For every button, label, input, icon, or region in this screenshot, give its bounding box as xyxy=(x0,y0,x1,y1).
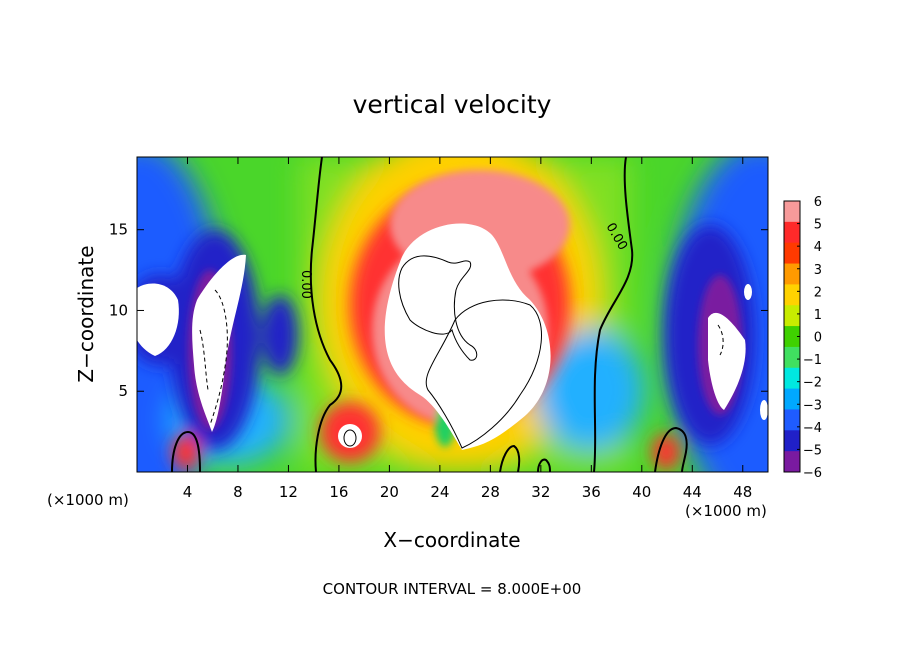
zero-contour-left xyxy=(309,157,343,472)
zero-contour-right xyxy=(593,157,634,472)
colorbar-label: −1 xyxy=(803,353,822,368)
x-tick-label: 36 xyxy=(582,483,601,501)
contour-label-left: 0.00 xyxy=(298,270,313,299)
y-tick-label: 10 xyxy=(109,301,128,319)
colorbar-swatch xyxy=(784,326,800,348)
colorbar-swatch xyxy=(784,388,800,410)
y-axis-label: Z−coordinate xyxy=(74,245,98,382)
contour-low-left xyxy=(171,430,201,472)
colorbar-label: 3 xyxy=(814,263,822,278)
colorbar-swatch xyxy=(784,346,800,369)
colorbar-swatch xyxy=(784,367,800,390)
colorbar-label: 6 xyxy=(814,195,822,210)
x-tick-label: 16 xyxy=(329,483,348,501)
downdraft-core-right xyxy=(708,312,746,410)
colorbar-swatch xyxy=(784,305,800,327)
contour-low-mid xyxy=(499,444,521,472)
y-tick-label: 5 xyxy=(118,382,128,400)
colorbar-label: 0 xyxy=(814,331,822,346)
x-axis-unit-right: (×1000 m) xyxy=(685,502,767,520)
colorbar-swatch xyxy=(784,430,800,452)
updraft-spot xyxy=(338,424,362,448)
contour-downdraft-left-b xyxy=(199,329,209,391)
colorbar-swatch xyxy=(784,263,800,285)
contour-low-right xyxy=(654,426,688,472)
x-tick-label: 4 xyxy=(183,483,193,501)
colorbar-swatch xyxy=(784,201,800,223)
colorbar-swatch xyxy=(784,221,800,244)
plot-frame xyxy=(136,156,769,473)
x-tick-label: 48 xyxy=(733,483,752,501)
x-tick-label: 24 xyxy=(430,483,449,501)
colorbar-swatch xyxy=(784,284,800,306)
colorbar-swatch xyxy=(784,409,800,431)
colorbar-label: −6 xyxy=(803,466,822,481)
downdraft-core-left xyxy=(192,254,246,432)
colorbar-label: −4 xyxy=(803,421,822,436)
contour-updraft-lower xyxy=(425,299,542,449)
updraft-spot-right xyxy=(744,284,752,300)
x-tick-label: 32 xyxy=(531,483,550,501)
colorbar-label: 5 xyxy=(814,218,822,233)
y-axis-ticks: 5 10 15 xyxy=(109,221,768,400)
plot-area: 0.00 0.00 xyxy=(137,157,768,472)
contour-interval-note: CONTOUR INTERVAL = 8.000E+00 xyxy=(323,580,582,598)
contour-downdraft-left xyxy=(209,289,228,426)
contour-lines xyxy=(171,157,724,472)
colorbar-label: 1 xyxy=(814,308,822,323)
colorbar-label: 2 xyxy=(814,285,822,300)
x-tick-label: 44 xyxy=(683,483,702,501)
x-tick-label: 28 xyxy=(481,483,500,501)
contour-spot xyxy=(343,429,357,447)
downdraft-core-edge xyxy=(137,283,179,356)
x-axis-ticks: 4 8 12 16 20 24 28 32 36 40 44 48 xyxy=(183,157,752,501)
updraft-core xyxy=(384,223,551,450)
colorbar: 6 5 4 3 2 1 0 −1 −2 −3 −4 −5 −6 xyxy=(783,195,822,481)
field-shading xyxy=(137,157,768,472)
x-tick-label: 12 xyxy=(279,483,298,501)
x-tick-label: 40 xyxy=(632,483,651,501)
colorbar-label: 4 xyxy=(814,240,822,255)
contour-low-mid-b xyxy=(537,458,551,472)
contour-downdraft-right xyxy=(717,324,724,356)
y-tick-label: 15 xyxy=(109,221,128,239)
colorbar-label: −5 xyxy=(803,443,822,458)
colorbar-swatch xyxy=(784,242,800,265)
updraft-spot-right-low xyxy=(760,400,768,420)
colorbar-label: −2 xyxy=(803,376,822,391)
x-axis-label: X−coordinate xyxy=(383,528,520,552)
x-tick-label: 8 xyxy=(233,483,243,501)
x-axis-unit-left: (×1000 m) xyxy=(47,491,129,509)
colorbar-swatch xyxy=(784,451,800,473)
x-tick-label: 20 xyxy=(380,483,399,501)
colorbar-label: −3 xyxy=(803,398,822,413)
chart-title: vertical velocity xyxy=(353,90,552,119)
contour-updraft xyxy=(398,255,478,361)
